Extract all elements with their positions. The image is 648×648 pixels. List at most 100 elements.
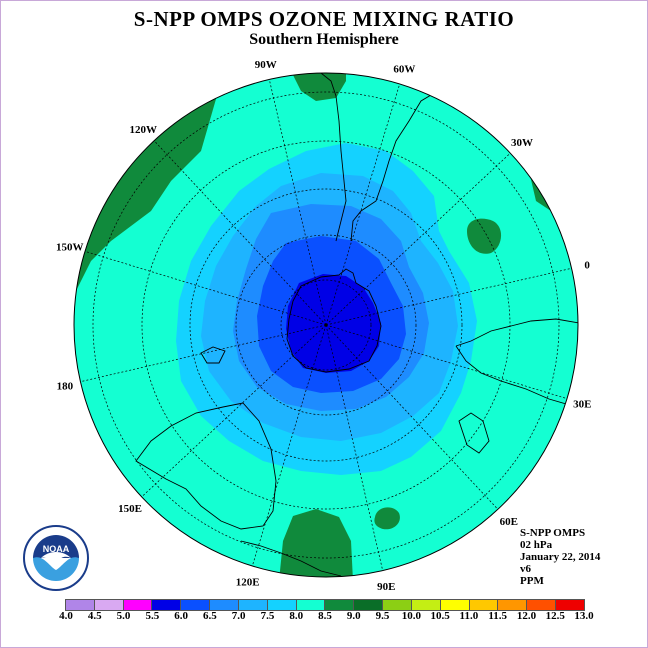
legend-colorbar bbox=[65, 599, 585, 611]
chart-title: S-NPP OMPS OZONE MIXING RATIO bbox=[133, 7, 515, 31]
contour-5-5 bbox=[286, 274, 381, 373]
legend-tick-label: 8.0 bbox=[289, 610, 304, 622]
legend-tick-label: 5.0 bbox=[116, 610, 131, 622]
info-version: v6 bbox=[520, 563, 531, 575]
info-level: 02 hPa bbox=[520, 539, 553, 551]
legend-tick-label: 8.5 bbox=[318, 610, 332, 622]
meridian-line bbox=[80, 324, 327, 383]
meridians bbox=[80, 79, 572, 571]
legend-swatch bbox=[66, 600, 95, 610]
contour-high-spot-1 bbox=[467, 218, 502, 254]
legend-swatch bbox=[94, 600, 124, 610]
legend-swatch bbox=[238, 600, 268, 610]
longitude-labels: 90W 60W 30W 0 30E 60E 90E 120E 150E 180 150W 120W bbox=[56, 59, 592, 593]
legend-swatch bbox=[210, 600, 239, 610]
info-units: PPM bbox=[520, 575, 544, 587]
legend-tick-label: 4.5 bbox=[87, 610, 102, 622]
longitude-label: 120E bbox=[236, 576, 260, 588]
meridian-line bbox=[153, 140, 327, 326]
longitude-label: 0 bbox=[584, 260, 590, 272]
legend-swatch bbox=[383, 600, 412, 610]
meridian-line bbox=[268, 79, 327, 326]
legend-swatch bbox=[556, 600, 584, 610]
latitude-circle-70s bbox=[235, 234, 417, 416]
legend-swatch bbox=[296, 600, 326, 610]
info-instrument: S-NPP OMPS bbox=[520, 527, 586, 539]
meridian-line bbox=[325, 83, 401, 326]
legend-tick-label: 10.0 bbox=[401, 610, 421, 622]
latitude-circle-60s bbox=[189, 188, 463, 462]
meridian-line bbox=[325, 324, 384, 571]
longitude-label: 60E bbox=[500, 516, 518, 528]
legend-tick-label: 4.0 bbox=[59, 610, 73, 622]
coast-south-america-east bbox=[350, 88, 442, 242]
meridian-line bbox=[325, 324, 568, 400]
longitude-label: 30W bbox=[511, 137, 533, 149]
legend-swatch bbox=[411, 600, 441, 610]
coastlines bbox=[135, 73, 578, 577]
latitude-circle-80s bbox=[280, 279, 372, 371]
legend-swatch bbox=[527, 600, 557, 610]
legend-tick-label: 7.5 bbox=[260, 610, 275, 622]
legend-tick-label: 11.0 bbox=[459, 610, 479, 622]
meridian-line bbox=[325, 267, 572, 326]
legend-swatch bbox=[181, 600, 211, 610]
graticule bbox=[80, 79, 572, 571]
map-boundary bbox=[73, 72, 579, 578]
meridian-line bbox=[325, 152, 511, 326]
logo-text: NOAA bbox=[43, 544, 70, 554]
coast-madagascar bbox=[458, 412, 490, 454]
legend-tick-label: 13.0 bbox=[574, 610, 594, 622]
legend-swatch bbox=[325, 600, 355, 610]
legend-swatch bbox=[354, 600, 384, 610]
longitude-label: 60W bbox=[393, 64, 415, 76]
meridian-line bbox=[325, 324, 499, 510]
meridian-line bbox=[251, 324, 327, 567]
coast-indonesia bbox=[240, 540, 342, 577]
legend-swatch bbox=[267, 600, 297, 610]
coast-antarctica bbox=[286, 268, 382, 373]
longitude-label: 90E bbox=[377, 581, 395, 593]
meridian-line bbox=[84, 250, 327, 326]
latitude-circle-40s bbox=[92, 91, 560, 559]
coast-south-america bbox=[312, 73, 347, 242]
legend-tick-label: 6.0 bbox=[174, 610, 188, 622]
contour-high-80w bbox=[291, 73, 346, 101]
coast-new-zealand bbox=[200, 346, 226, 364]
contour-high-spot-2 bbox=[374, 507, 400, 530]
legend-swatch bbox=[152, 600, 182, 610]
longitude-label: 180 bbox=[57, 380, 74, 392]
longitude-label: 90W bbox=[255, 59, 277, 71]
legend-swatch bbox=[498, 600, 528, 610]
legend-tick-label: 12.0 bbox=[516, 610, 537, 622]
logo-bird bbox=[41, 552, 71, 570]
legend-tick-label: 6.5 bbox=[203, 610, 217, 622]
legend-tick-label: 9.0 bbox=[346, 610, 361, 622]
info-date: January 22, 2014 bbox=[520, 551, 601, 563]
legend-tick-label: 7.0 bbox=[231, 610, 246, 622]
logo-sky bbox=[33, 535, 79, 558]
legend-swatch bbox=[123, 600, 153, 610]
logo-sea bbox=[33, 557, 79, 581]
longitude-label: 150E bbox=[118, 503, 142, 515]
noaa-logo: NOAA bbox=[23, 525, 89, 591]
chart-subtitle: Southern Hemisphere bbox=[249, 31, 399, 48]
legend-tick-label: 12.5 bbox=[545, 610, 565, 622]
coast-australia bbox=[135, 402, 277, 530]
longitude-label: 120W bbox=[129, 124, 157, 136]
legend-tick-label: 9.5 bbox=[375, 610, 390, 622]
latitude-circle-50s bbox=[141, 140, 511, 510]
legend-tick-label: 10.5 bbox=[430, 610, 450, 622]
legend-tick-label: 5.5 bbox=[145, 610, 160, 622]
longitude-label: 30E bbox=[573, 398, 591, 410]
longitude-label: 150W bbox=[56, 242, 84, 254]
meridian-line bbox=[141, 324, 327, 498]
contour-high-110e bbox=[279, 509, 353, 577]
legend-swatch bbox=[469, 600, 499, 610]
legend-swatch bbox=[440, 600, 470, 610]
coast-africa bbox=[455, 318, 578, 347]
legend-tick-label: 11.5 bbox=[488, 610, 507, 622]
contour-fields bbox=[74, 73, 578, 577]
